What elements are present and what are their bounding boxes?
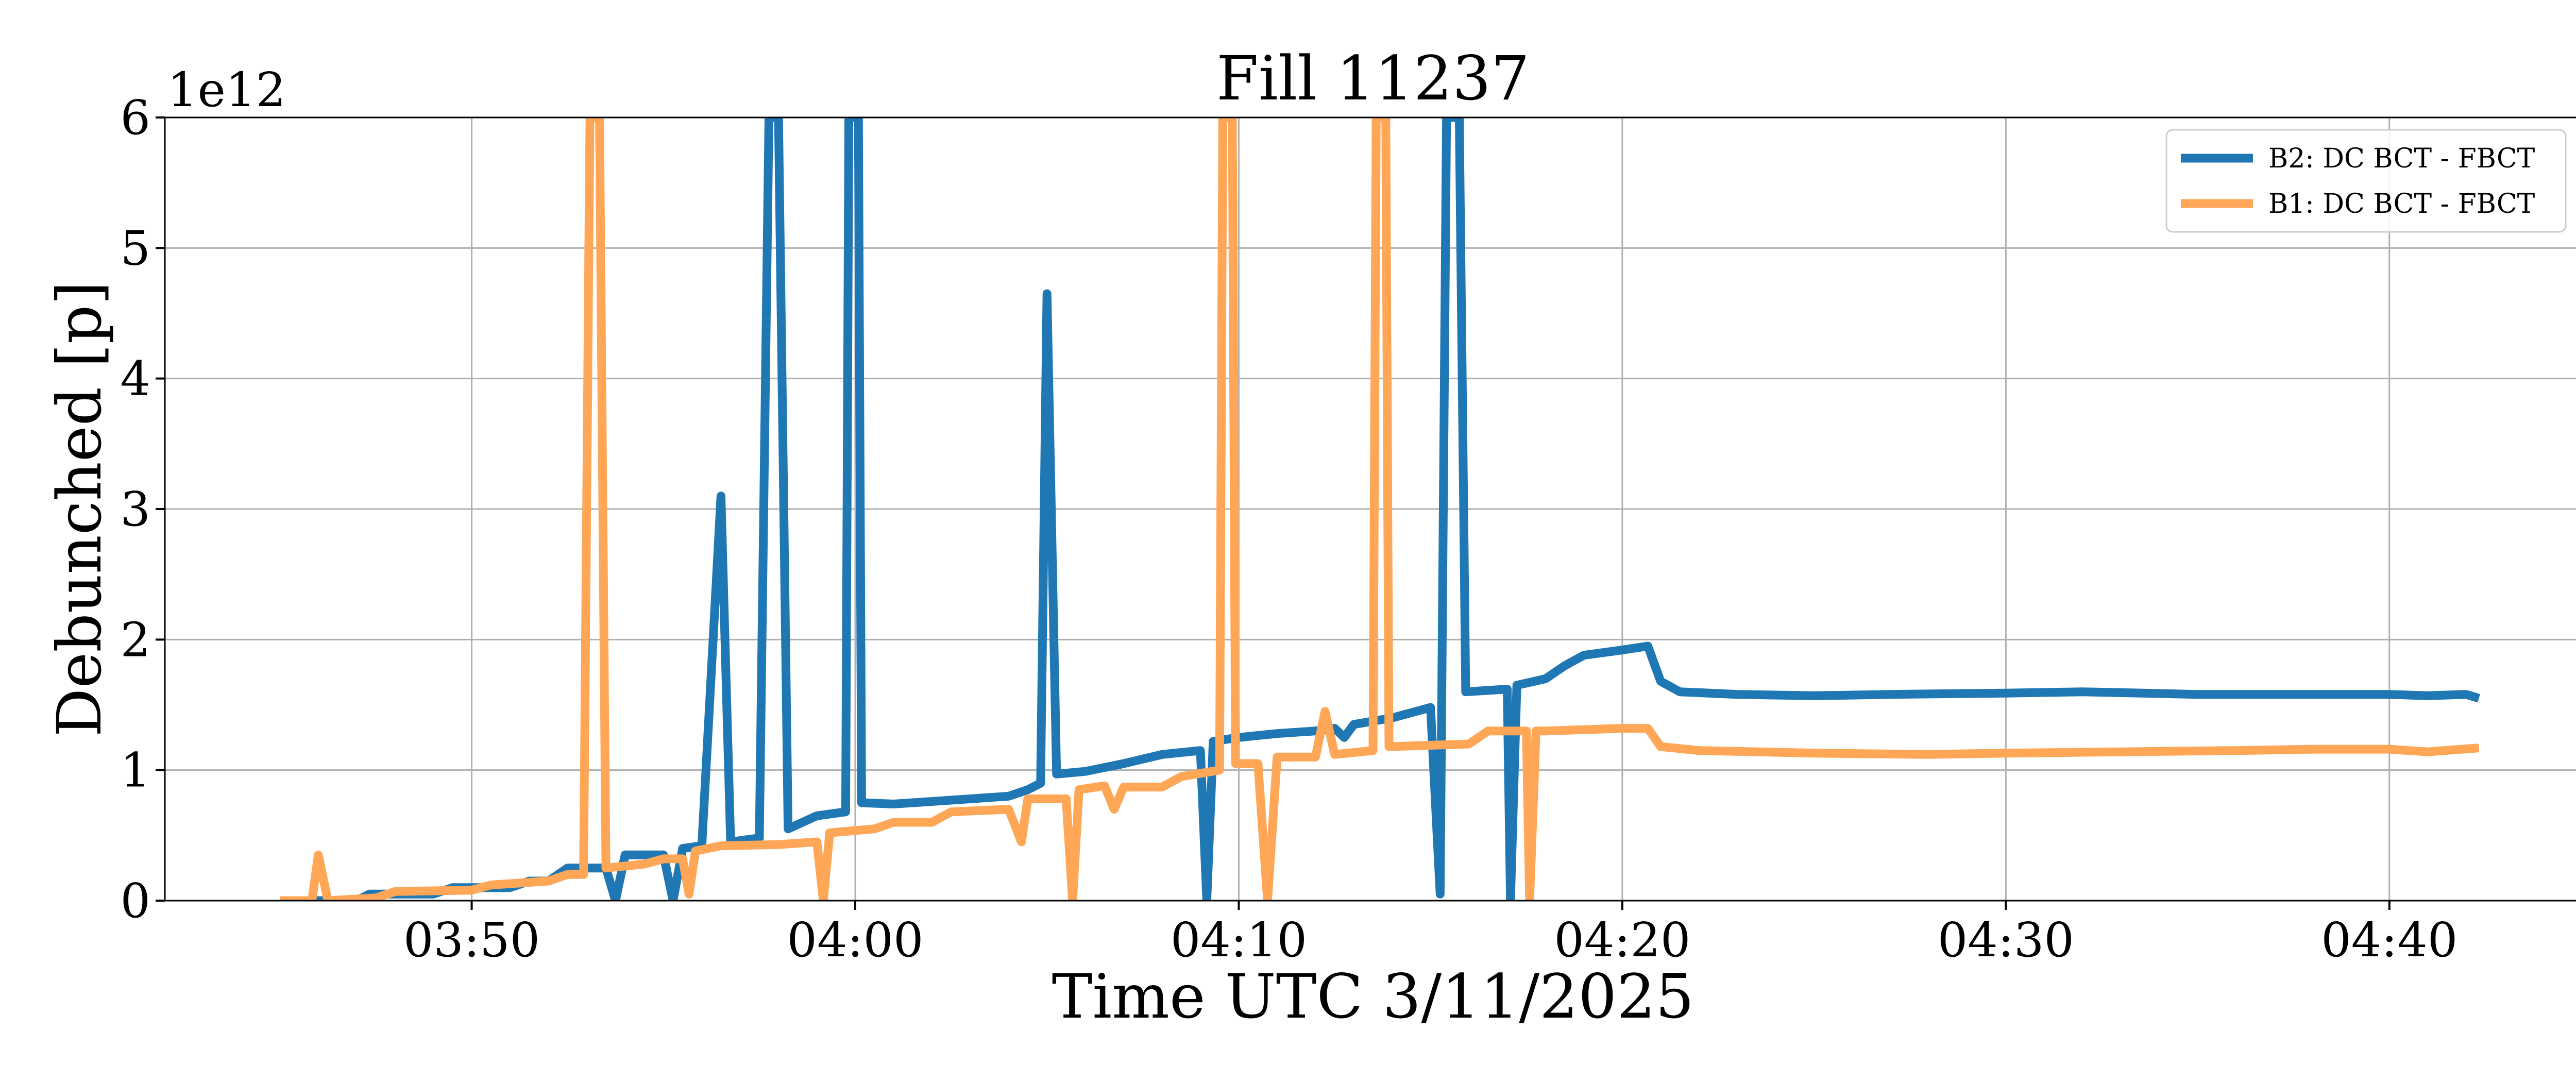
legend-label: B2: DC BCT - FBCT: [2268, 143, 2535, 174]
legend-label: B1: DC BCT - FBCT: [2268, 189, 2535, 219]
chart-title: Fill 11237: [1216, 43, 1530, 114]
y-tick-label: 0: [120, 873, 150, 928]
series-group: [280, 117, 2480, 901]
y-offset-label: 1e12: [167, 62, 286, 117]
ticks: 03:50 04:00 04:10 04:20 04:30 04:40 0 1 2 3 4 5 6: [120, 90, 2458, 968]
x-tick-label: 03:50: [403, 912, 540, 968]
x-tick-label: 04:10: [1171, 912, 1307, 968]
y-tick-label: 6: [120, 90, 150, 145]
y-axis-label: Debunched [p]: [44, 281, 115, 737]
x-tick-label: 04:20: [1554, 912, 1690, 968]
x-tick-label: 04:00: [787, 912, 923, 968]
y-tick-label: 1: [120, 743, 150, 798]
legend: B2: DC BCT - FBCT B1: DC BCT - FBCT: [2165, 129, 2567, 233]
y-tick-label: 5: [120, 221, 150, 276]
y-tick-label: 4: [120, 351, 150, 407]
y-tick-label: 3: [120, 482, 150, 537]
x-axis-label: Time UTC 3/11/2025: [1052, 961, 1694, 1032]
legend-box: [2165, 129, 2567, 233]
x-tick-label: 04:40: [2321, 912, 2458, 968]
y-tick-label: 2: [120, 612, 150, 667]
series-line-b1: [280, 117, 2480, 901]
x-tick-label: 04:30: [1938, 912, 2074, 968]
